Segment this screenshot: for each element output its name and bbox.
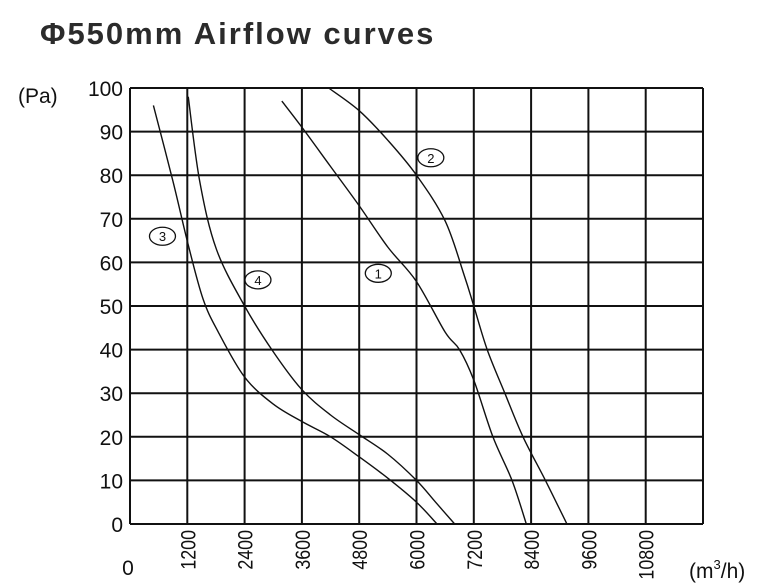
y-tick-label: 50 [100, 296, 123, 319]
y-tick-labels: 0 10 20 30 40 50 60 70 80 90 100 [88, 78, 123, 537]
x-tick-label: 9600 [578, 530, 602, 570]
x-tick-label: 1200 [177, 530, 201, 570]
curve-2 [328, 87, 568, 525]
curve-label: 3 [159, 229, 166, 244]
curve-label: 1 [375, 266, 382, 281]
curve-label-badge [364, 263, 392, 283]
y-tick-label: 20 [100, 427, 123, 450]
x-tick-label: 6000 [406, 530, 430, 570]
curves [152, 87, 568, 525]
x-tick-labels: 0 1200 2400 3600 4800 6000 7200 8400 9600 10800 [122, 530, 659, 580]
y-tick-label: 0 [111, 514, 123, 537]
curve-label-badge [417, 148, 445, 168]
y-tick-label: 100 [88, 78, 123, 101]
curve-label: 2 [427, 151, 434, 166]
x-tick-label: 8400 [521, 530, 545, 570]
x-axis-label-sup: 3 [714, 557, 721, 572]
y-tick-label: 70 [100, 209, 123, 232]
curve-labels: 1 2 3 4 [148, 148, 445, 290]
y-axis-label: (Pa) [18, 85, 58, 108]
x-tick-label: 0 [122, 557, 134, 580]
curve-1 [281, 100, 527, 525]
y-tick-label: 80 [100, 165, 123, 188]
curve-label-badge [244, 270, 272, 290]
x-tick-label: 3600 [292, 530, 316, 570]
x-tick-label: 10800 [635, 530, 659, 580]
x-tick-label: 7200 [463, 530, 487, 570]
y-tick-label: 30 [100, 383, 123, 406]
x-axis-label-base: (m [689, 560, 714, 583]
x-axis-label-tail: /h) [721, 560, 746, 583]
x-tick-label: 2400 [234, 530, 258, 570]
y-tick-label: 10 [100, 470, 123, 493]
curve-label-badge [148, 226, 177, 246]
curve-3 [152, 105, 438, 525]
y-tick-label: 40 [100, 340, 123, 363]
y-tick-label: 60 [100, 252, 123, 275]
chart-title: Φ550mm Airflow curves [40, 16, 436, 51]
curve-4 [187, 96, 456, 525]
x-axis-label: (m3/h) [689, 557, 745, 583]
y-tick-label: 90 [100, 122, 123, 145]
curve-label: 4 [254, 273, 261, 288]
grid [129, 87, 704, 525]
x-tick-label: 4800 [349, 530, 373, 570]
